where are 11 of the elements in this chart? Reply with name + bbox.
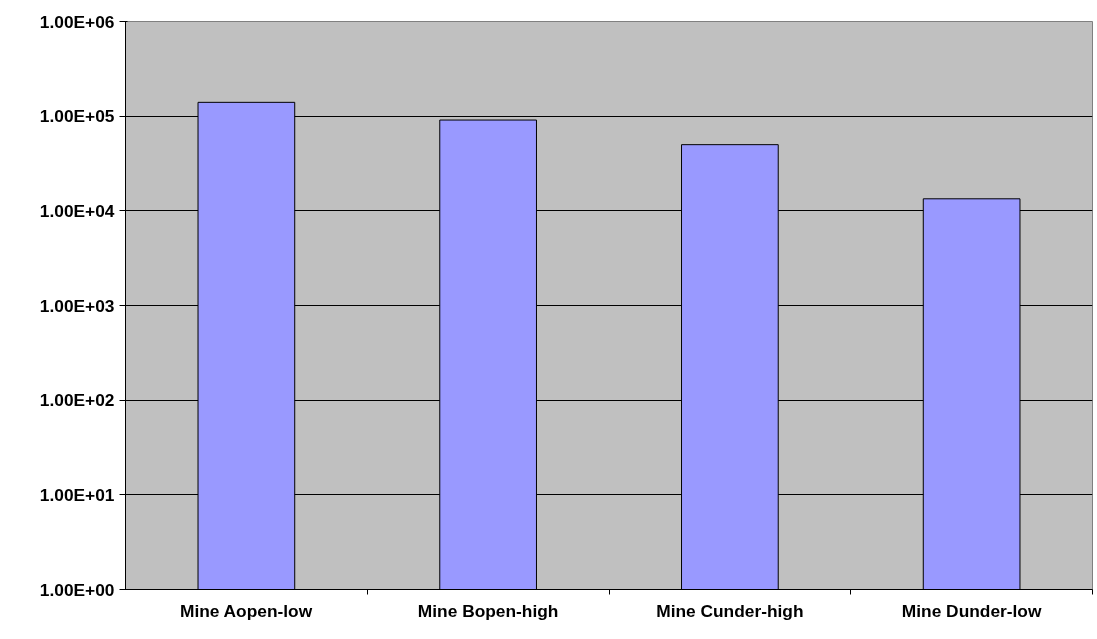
y-tick-label: 1.00E+01 <box>39 484 115 505</box>
y-tick-label: 1.00E+05 <box>39 106 115 127</box>
y-tick-label: 1.00E+02 <box>39 390 115 411</box>
x-tick-label: Mine Cunder-high <box>656 600 804 621</box>
y-tick-label: 1.00E+04 <box>39 200 115 221</box>
x-tick-label: Mine Bopen-high <box>417 600 559 621</box>
y-tick-label: 1.00E+00 <box>39 579 115 600</box>
x-tick-label: Mine Aopen-low <box>179 600 313 621</box>
y-tick-label: 1.00E+06 <box>39 11 115 32</box>
y-tick-label: 1.00E+03 <box>39 295 115 316</box>
x-tick-label: Mine Dunder-low <box>901 600 1042 621</box>
